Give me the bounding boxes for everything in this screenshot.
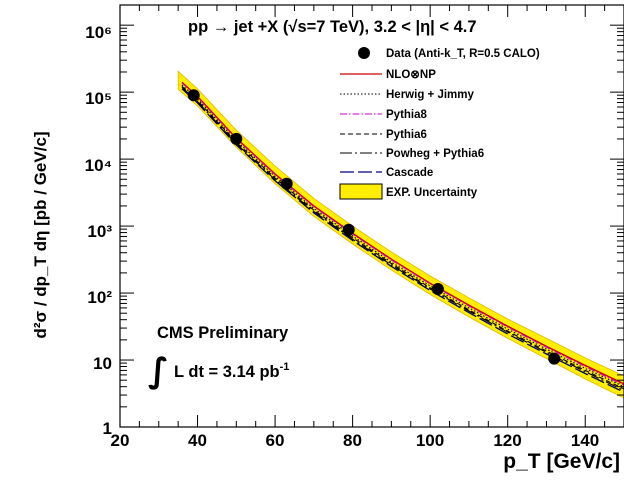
legend-label-cascade: Cascade <box>386 167 433 179</box>
legend-swatch-uncertainty <box>339 183 383 200</box>
y-tick-label: 10⁶ <box>85 23 112 42</box>
data-point <box>548 352 561 365</box>
x-tick-label: 60 <box>266 431 285 450</box>
y-tick-label: 10² <box>87 288 112 307</box>
y-tick-label: 10³ <box>87 222 112 241</box>
luminosity-text: L dt = 3.14 pb <box>174 363 280 381</box>
series-line-pythia6 <box>181 85 624 390</box>
y-tick-label: 10⁵ <box>85 89 112 108</box>
chart-title: pp → jet +X (√s=7 TeV), 3.2 < |η| < 4.7 <box>188 18 477 36</box>
legend-label-data: Data (Anti-k_T, R=0.5 CALO) <box>386 48 540 60</box>
x-tick-label: 40 <box>188 431 207 450</box>
uncertainty-band <box>177 70 624 399</box>
x-tick-label: 20 <box>111 431 130 450</box>
x-tick-label: 100 <box>416 431 444 450</box>
y-tick-label: 1 <box>103 419 112 438</box>
y-tick-labels: 1 10 10² 10³ 10⁴ 10⁵ 10⁶ <box>85 23 113 438</box>
legend: Data (Anti-k_T, R=0.5 CALO) NLO⊗NP Herwi… <box>339 47 540 200</box>
data-point <box>280 177 293 190</box>
data-point <box>230 132 243 145</box>
x-tick-labels: 20 40 60 80 100 120 140 <box>111 431 600 450</box>
data-point <box>431 283 444 295</box>
data-point <box>342 223 355 236</box>
legend-swatch-data <box>358 47 370 59</box>
legend-label-uncertainty: EXP. Uncertainty <box>386 187 478 199</box>
x-axis-title: p_T [GeV/c] <box>503 450 620 473</box>
x-tick-label: 140 <box>571 431 599 450</box>
data-points-layer <box>187 89 561 365</box>
axis-ticks <box>119 4 624 428</box>
legend-label-pythia8: Pythia8 <box>386 109 428 121</box>
uncertainty-band-layer <box>177 70 624 399</box>
y-axis-title: d²σ / dp_T dη [pb / GeV/c] <box>31 131 50 338</box>
y-tick-label: 10 <box>93 354 112 373</box>
legend-label-nlo: NLO⊗NP <box>386 69 436 81</box>
luminosity-label: L dt = 3.14 pb-1 <box>174 361 289 381</box>
experiment-label: CMS Preliminary <box>157 324 289 342</box>
series-line-powheg-pythia6 <box>181 86 624 392</box>
x-tick-label: 120 <box>493 431 521 450</box>
integral-symbol: ∫ <box>148 351 169 391</box>
luminosity-exponent: -1 <box>280 361 290 373</box>
y-tick-label: 10⁴ <box>85 156 112 175</box>
data-point <box>187 89 200 102</box>
legend-label-herwig: Herwig + Jimmy <box>386 89 474 101</box>
legend-label-powheg: Powheg + Pythia6 <box>386 148 484 160</box>
x-tick-label: 80 <box>343 431 362 450</box>
legend-label-pythia6: Pythia6 <box>386 129 427 141</box>
